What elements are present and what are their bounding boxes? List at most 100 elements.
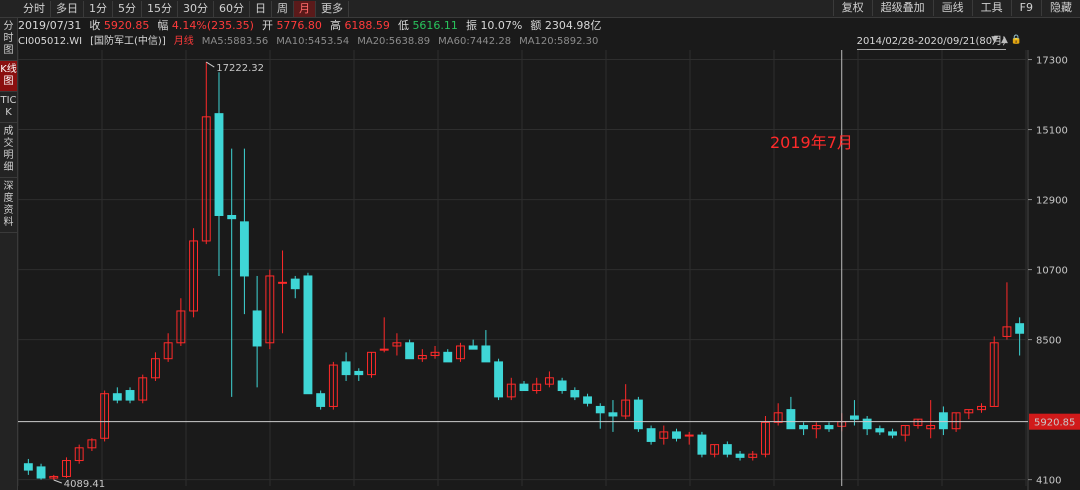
candle-body[interactable]	[354, 370, 364, 376]
period-tab[interactable]: 5分	[113, 0, 142, 17]
range-up-icon[interactable]: ▲	[1000, 35, 1008, 45]
candle-body[interactable]	[125, 390, 135, 401]
candle-body[interactable]	[443, 351, 453, 363]
toolbar-action[interactable]: 画线	[932, 0, 972, 16]
candle-body[interactable]	[900, 425, 910, 436]
candle-body[interactable]	[519, 383, 529, 392]
period-tab[interactable]: 15分	[142, 0, 178, 17]
candle-body[interactable]	[977, 405, 986, 411]
candle-body[interactable]	[468, 345, 478, 350]
period-tab[interactable]: 日	[250, 0, 272, 17]
candle-body[interactable]	[278, 281, 287, 284]
candle-body[interactable]	[646, 428, 656, 442]
candle-body[interactable]	[710, 444, 720, 455]
toolbar-action[interactable]: 超级叠加	[871, 0, 933, 16]
candle-body[interactable]	[849, 415, 859, 420]
candle-body[interactable]	[189, 240, 199, 312]
candle-body[interactable]	[201, 116, 211, 242]
toolbar-action[interactable]: 隐藏	[1041, 0, 1080, 16]
candle-body[interactable]	[87, 439, 97, 449]
range-control-icons[interactable]: ▼ ▲ 🔒	[991, 35, 1022, 45]
candle-body[interactable]	[1015, 323, 1025, 334]
candle-body[interactable]	[265, 275, 275, 344]
sidebar-tab[interactable]: TICK	[0, 92, 17, 123]
toolbar-action[interactable]: F9	[1010, 0, 1041, 16]
candle-body[interactable]	[252, 310, 262, 347]
candle-body[interactable]	[100, 393, 110, 439]
candle-body[interactable]	[824, 425, 834, 430]
candle-body[interactable]	[672, 431, 681, 439]
sidebar-tab[interactable]: 深度资料	[0, 178, 17, 233]
candle-body[interactable]	[621, 399, 631, 417]
candle-body[interactable]	[23, 463, 33, 471]
candle-body[interactable]	[926, 425, 936, 430]
candle-body[interactable]	[595, 405, 605, 414]
candle-body[interactable]	[417, 355, 427, 360]
candle-body[interactable]	[430, 351, 440, 357]
candle-body[interactable]	[49, 475, 59, 479]
candle-body[interactable]	[214, 113, 224, 216]
candle-body[interactable]	[506, 383, 516, 398]
candle-body[interactable]	[862, 418, 872, 430]
candle-body[interactable]	[532, 383, 542, 392]
candle-body[interactable]	[392, 342, 402, 347]
period-tab[interactable]: 1分	[84, 0, 113, 17]
candle-body[interactable]	[290, 278, 300, 290]
candle-body[interactable]	[367, 351, 376, 376]
candle-body[interactable]	[36, 466, 46, 479]
candle-body[interactable]	[583, 396, 592, 404]
candle-body[interactable]	[913, 418, 923, 427]
date-range[interactable]: 2014/02/28-2020/09/21(80月)	[856, 35, 1006, 50]
period-tab[interactable]: 月	[294, 0, 316, 17]
candle-body[interactable]	[697, 434, 707, 455]
sidebar-tab[interactable]: K线图	[0, 61, 17, 92]
sidebar-tab[interactable]: 分时图	[0, 18, 17, 61]
candle-body[interactable]	[964, 409, 974, 414]
period-tab[interactable]: 更多	[316, 0, 349, 17]
period-tab[interactable]: 30分	[178, 0, 214, 17]
candle-body[interactable]	[341, 361, 351, 376]
candle-body[interactable]	[112, 393, 122, 401]
candle-body[interactable]	[684, 434, 694, 437]
period-tab[interactable]: 60分	[214, 0, 250, 17]
candle-body[interactable]	[151, 358, 160, 379]
candle-body[interactable]	[62, 460, 71, 477]
period-tab[interactable]: 分时	[18, 0, 51, 17]
candle-body[interactable]	[456, 345, 465, 360]
candle-body[interactable]	[176, 310, 186, 344]
candle-body[interactable]	[303, 275, 313, 395]
period-tab[interactable]: 多日	[51, 0, 84, 17]
candle-body[interactable]	[74, 447, 84, 462]
period-tab[interactable]: 周	[272, 0, 294, 17]
candle-body[interactable]	[1002, 326, 1012, 337]
candle-body[interactable]	[239, 221, 249, 277]
candle-body[interactable]	[735, 453, 745, 458]
candle-body[interactable]	[328, 364, 338, 407]
candle-body[interactable]	[570, 390, 580, 398]
period-label[interactable]: 月线	[173, 36, 194, 47]
candle-body[interactable]	[405, 342, 415, 360]
candle-body[interactable]	[938, 412, 948, 430]
kline-chart[interactable]: 17300 15100 12900 10700 8500 4100 5920.85 17222…	[18, 50, 1080, 490]
toolbar-action[interactable]: 工具	[971, 0, 1011, 16]
candle-body[interactable]	[227, 214, 237, 220]
candle-body[interactable]	[633, 399, 643, 430]
candle-body[interactable]	[799, 425, 809, 430]
candle-body[interactable]	[494, 361, 504, 398]
candle-body[interactable]	[557, 380, 567, 392]
candle-body[interactable]	[888, 431, 897, 436]
candle-body[interactable]	[608, 412, 618, 417]
candle-body[interactable]	[544, 377, 554, 385]
candle-body[interactable]	[761, 421, 770, 455]
sidebar-tab[interactable]: 成交明细	[0, 123, 17, 178]
candle-body[interactable]	[659, 431, 669, 439]
candle-body[interactable]	[316, 393, 326, 407]
candle-body[interactable]	[786, 409, 796, 430]
candle-body[interactable]	[163, 342, 173, 360]
candle-body[interactable]	[138, 377, 148, 401]
candle-body[interactable]	[951, 412, 961, 430]
candle-body[interactable]	[748, 453, 758, 458]
toolbar-action[interactable]: 复权	[832, 0, 872, 16]
candle-body[interactable]	[722, 444, 732, 455]
candle-body[interactable]	[379, 348, 389, 351]
